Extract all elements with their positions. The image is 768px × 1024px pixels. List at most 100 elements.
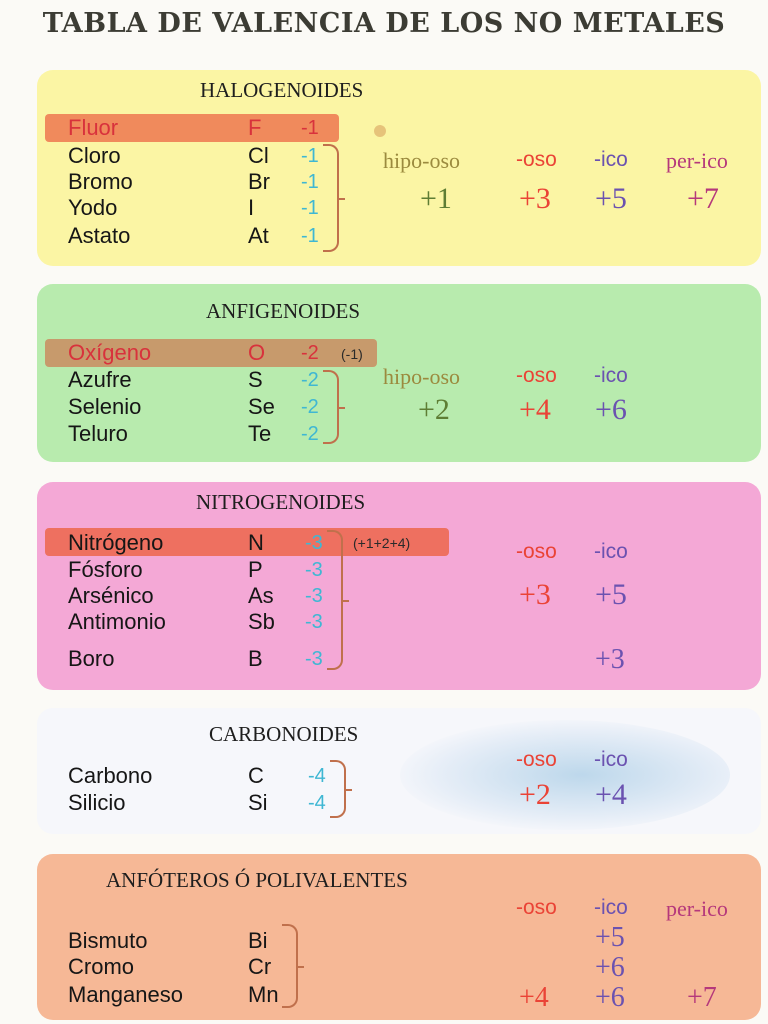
element-name: Cromo — [68, 954, 135, 979]
oxidation-value: +1 — [420, 182, 452, 215]
element-valence: -2 — [301, 369, 319, 391]
element-symbol: C — [248, 763, 264, 788]
oxidation-value: +7 — [687, 182, 719, 215]
bracket — [282, 924, 304, 1008]
element-name: Carbono — [68, 763, 153, 788]
element-symbol: F — [248, 115, 262, 140]
oxidation-value: +4 — [519, 393, 551, 426]
element-valence: -2 — [301, 342, 319, 364]
element-name: Bromo — [68, 169, 133, 194]
oxidation-value: +5 — [595, 578, 627, 611]
oxidation-value-boro: +3 — [595, 644, 625, 675]
nitrogenoides-panel: NITROGENOIDES Nitrógeno N -3 (+1+2+4) Fó… — [37, 482, 761, 690]
suffix-header: -ico — [594, 364, 628, 387]
element-symbol: At — [248, 223, 269, 248]
element-name: Silicio — [68, 790, 126, 815]
element-symbol: Sb — [248, 609, 275, 634]
suffix-header: -ico — [594, 540, 628, 563]
bracket — [323, 144, 345, 252]
oxidation-value: +4 — [519, 982, 549, 1013]
group-title-anfigenoides: ANFIGENOIDES — [206, 299, 360, 323]
oxidation-value: +2 — [418, 393, 450, 426]
page-title: TABLA DE VALENCIA DE LOS NO METALES — [42, 8, 726, 39]
suffix-header: -oso — [516, 364, 557, 387]
element-valence: -3 — [305, 585, 323, 607]
element-valence: -1 — [301, 117, 319, 139]
element-name: Boro — [68, 646, 115, 671]
suffix-header: hipo-oso — [383, 148, 460, 173]
group-title-halogenoides: HALOGENOIDES — [200, 78, 364, 102]
element-valence: -2 — [301, 396, 319, 418]
element-name: Cloro — [68, 143, 121, 168]
oxidation-value: +4 — [595, 778, 627, 811]
valence-note: (+1+2+4) — [353, 535, 411, 551]
element-name: Selenio — [68, 394, 142, 419]
element-name: Fluor — [68, 115, 119, 140]
element-name: Oxígeno — [68, 340, 152, 365]
element-name: Yodo — [68, 195, 118, 220]
suffix-header: -oso — [516, 540, 557, 563]
group-title-nitrogenoides: NITROGENOIDES — [196, 490, 366, 514]
anfoteros-panel: ANFÓTEROS Ó POLIVALENTES -oso -ico per-i… — [37, 854, 761, 1020]
carbonoides-content: CARBONOIDES Carbono C -4 Silicio Si -4 -… — [37, 708, 761, 834]
element-symbol: As — [248, 583, 274, 608]
oxidation-value: +3 — [519, 578, 551, 611]
element-name: Bismuto — [68, 928, 148, 953]
element-valence: -4 — [308, 792, 326, 814]
highlight-nitrogeno — [45, 528, 449, 556]
oxidation-value: +3 — [519, 182, 551, 215]
suffix-header: per-ico — [666, 148, 728, 173]
element-symbol: Si — [248, 790, 268, 815]
element-symbol: Te — [248, 421, 272, 446]
element-valence: -1 — [301, 197, 319, 219]
element-name: Teluro — [68, 421, 128, 446]
element-symbol: Se — [248, 394, 275, 419]
element-name: Nitrógeno — [68, 530, 164, 555]
oxidation-value: +5 — [595, 922, 625, 953]
valence-note: (-1) — [341, 346, 363, 362]
element-name: Astato — [68, 223, 131, 248]
element-valence: -3 — [305, 532, 323, 554]
oxidation-value: +6 — [595, 982, 625, 1013]
suffix-header: -ico — [594, 148, 628, 171]
decor-dot — [374, 125, 386, 137]
element-symbol: Br — [248, 169, 270, 194]
element-valence: -1 — [301, 225, 319, 247]
element-symbol: B — [248, 646, 263, 671]
element-symbol: P — [248, 557, 263, 582]
element-valence: -4 — [308, 765, 326, 787]
decor-smudge — [400, 720, 730, 830]
group-title-carbonoides: CARBONOIDES — [209, 722, 359, 746]
highlight-fluor — [45, 114, 339, 142]
element-symbol: Cl — [248, 143, 269, 168]
suffix-header: -oso — [516, 148, 557, 171]
suffix-header: -ico — [594, 748, 628, 771]
element-valence: -3 — [305, 648, 323, 670]
oxidation-value: +6 — [595, 952, 625, 983]
element-symbol: N — [248, 530, 264, 555]
element-name: Antimonio — [68, 609, 166, 634]
oxidation-value: +2 — [519, 778, 551, 811]
highlight-oxigeno — [45, 339, 377, 367]
bracket — [330, 760, 352, 818]
oxidation-value: +6 — [595, 393, 627, 426]
element-valence: -1 — [301, 171, 319, 193]
oxidation-value: +5 — [595, 182, 627, 215]
element-symbol: O — [248, 340, 266, 365]
element-name: Manganeso — [68, 982, 183, 1007]
bracket — [327, 530, 349, 670]
element-valence: -2 — [301, 423, 319, 445]
element-name: Fósforo — [68, 557, 143, 582]
halogenoides-panel: HALOGENOIDES Fluor F -1 Cloro Cl -1 Brom… — [37, 70, 761, 266]
suffix-header: -oso — [516, 748, 557, 771]
element-name: Azufre — [68, 367, 132, 392]
oxidation-value: +7 — [687, 982, 717, 1013]
element-valence: -3 — [305, 559, 323, 581]
element-valence: -3 — [305, 611, 323, 633]
suffix-header: hipo-oso — [383, 364, 460, 389]
group-title-anfoteros: ANFÓTEROS Ó POLIVALENTES — [106, 868, 408, 892]
element-symbol: Bi — [248, 928, 268, 953]
element-valence: -1 — [301, 145, 319, 167]
suffix-header: per-ico — [666, 896, 728, 921]
anfigenoides-panel: ANFIGENOIDES Oxígeno O -2 (-1) Azufre S … — [37, 284, 761, 462]
